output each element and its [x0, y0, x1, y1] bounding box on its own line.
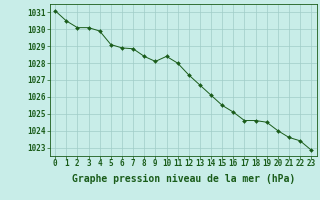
X-axis label: Graphe pression niveau de la mer (hPa): Graphe pression niveau de la mer (hPa) — [72, 174, 295, 184]
